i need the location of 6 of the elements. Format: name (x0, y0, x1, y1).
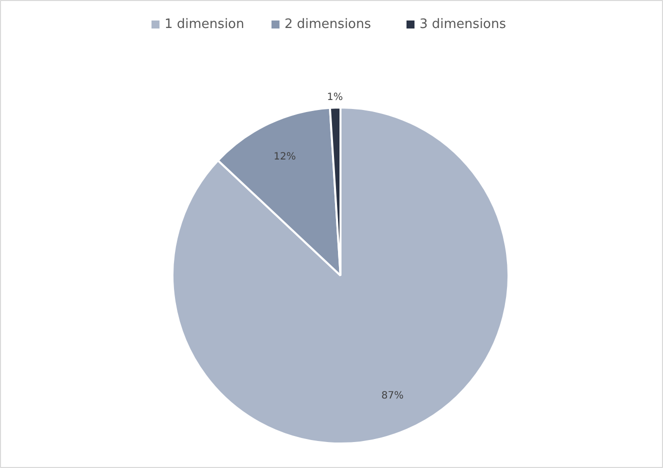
legend-label: 2 dimensions (284, 17, 372, 32)
legend-label: 3 dimensions (420, 17, 506, 32)
legend-label: 1 dimension (164, 17, 244, 32)
data-label: 1% (326, 92, 343, 104)
data-label: 12% (274, 151, 296, 162)
data-label: 87% (381, 390, 404, 402)
